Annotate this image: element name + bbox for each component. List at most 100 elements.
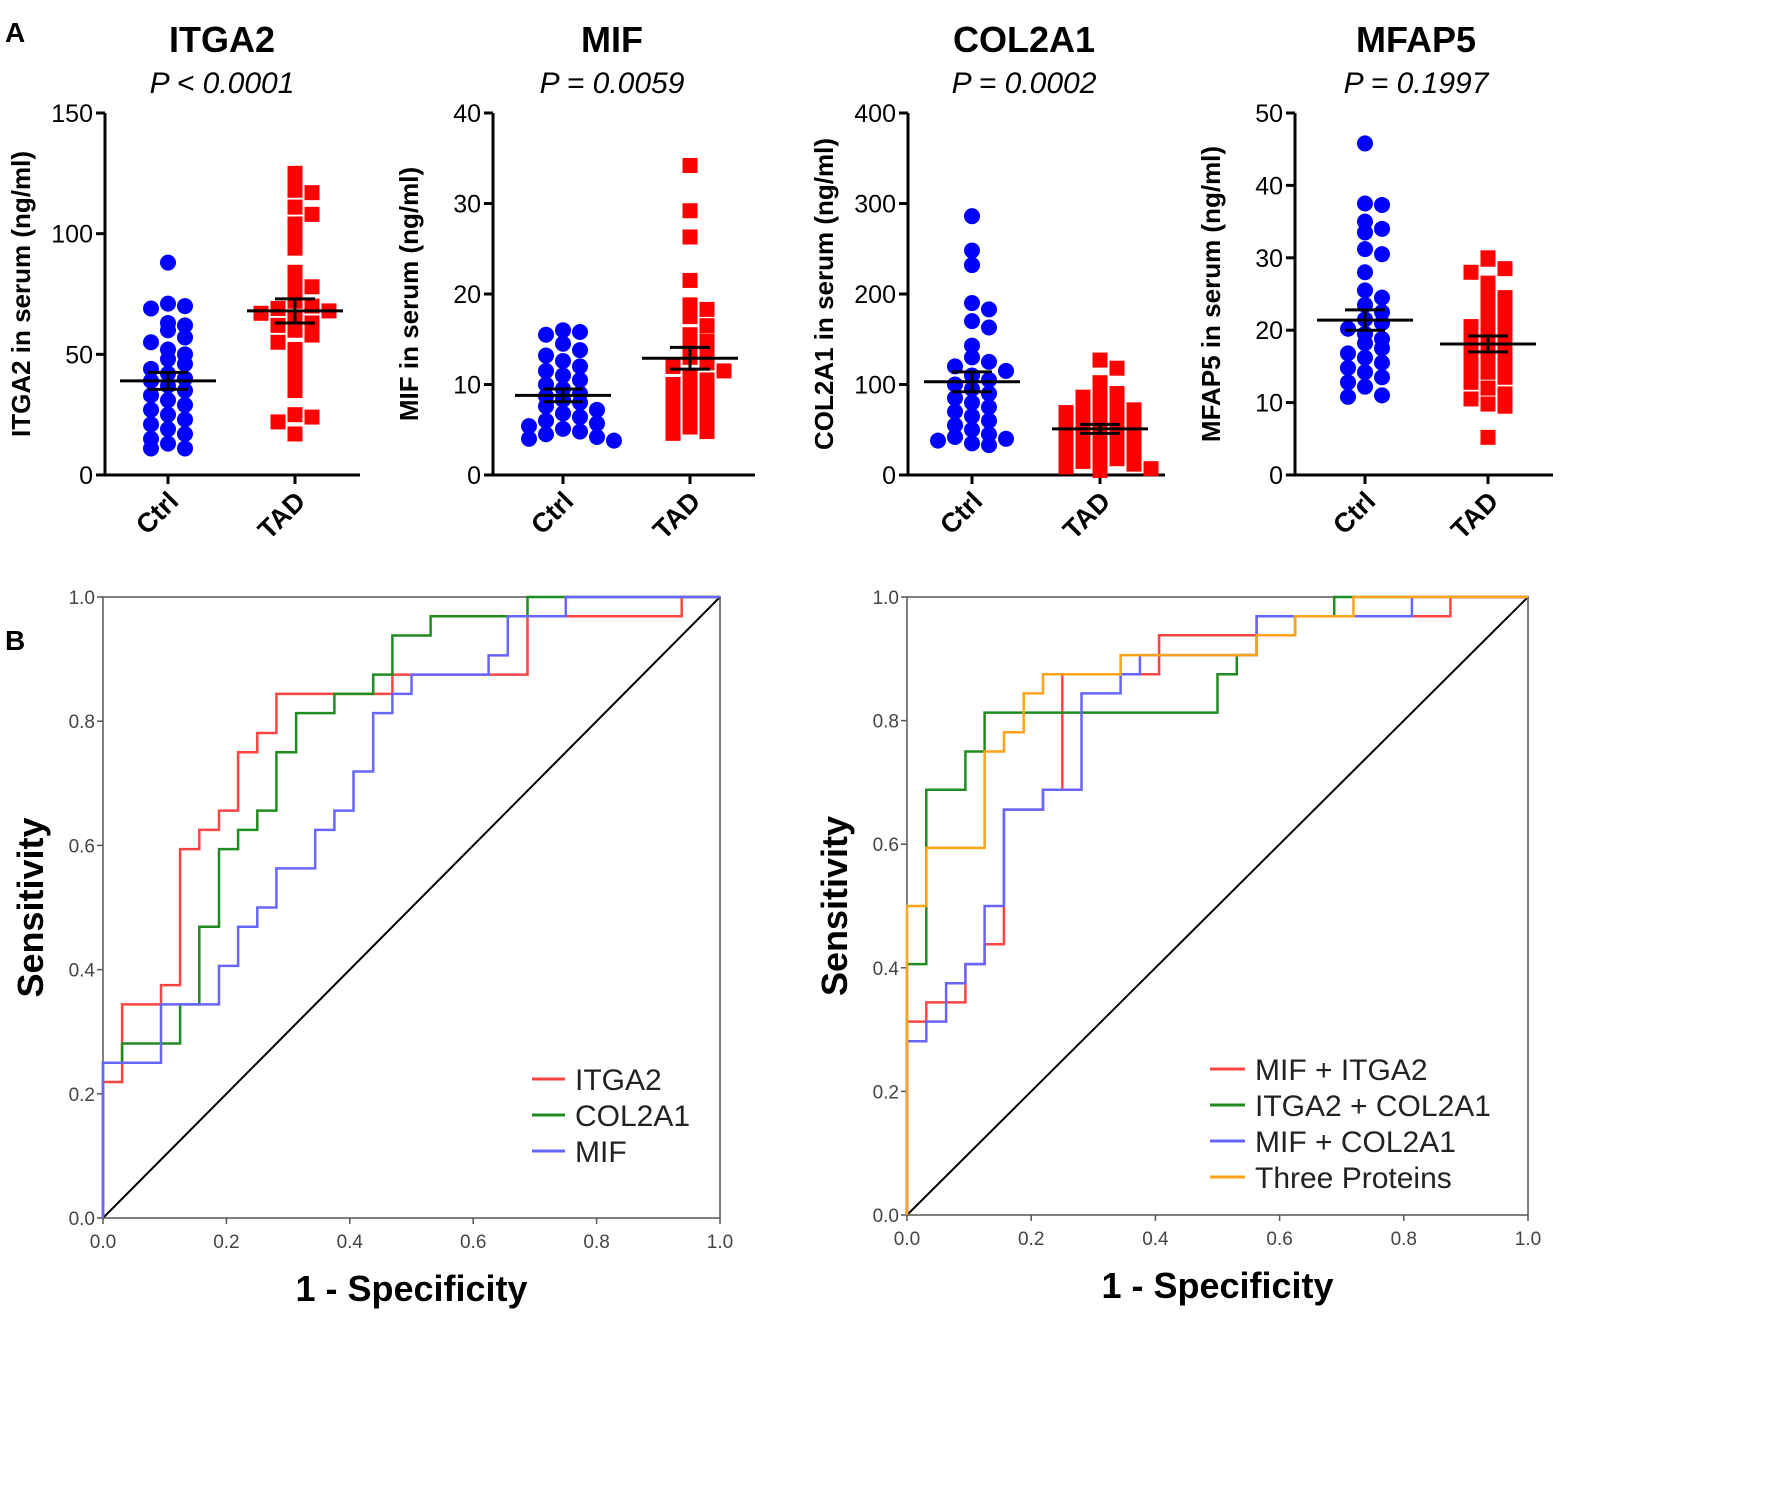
tad-data-point — [1076, 454, 1091, 469]
tad-data-point — [700, 318, 715, 333]
x-tick-label: 1.0 — [1515, 1229, 1541, 1250]
ctrl-data-point — [1357, 379, 1373, 395]
y-tick-label: 0.6 — [69, 836, 95, 857]
ctrl-data-point — [1357, 224, 1373, 240]
tad-data-point — [288, 383, 303, 398]
ctrl-data-point — [160, 351, 176, 367]
tad-data-point — [666, 377, 681, 392]
y-axis-label: COL2A1 in serum (ng/ml) — [809, 138, 839, 450]
tad-data-point — [1110, 424, 1125, 439]
y-tick-label: 30 — [453, 191, 481, 219]
tad-data-point — [1059, 405, 1074, 420]
x-tick-label: 0.8 — [1391, 1229, 1417, 1250]
panel-label-b: B — [5, 625, 25, 656]
ctrl-data-point — [143, 300, 159, 316]
tad-data-point — [683, 382, 698, 397]
tad-data-point — [1093, 353, 1108, 368]
y-tick-label: 10 — [1255, 390, 1283, 418]
y-axis-label: Sensitivity — [814, 816, 855, 996]
figure: A B ITGA2P < 0.0001050100150Ctrl TADITGA2… — [0, 0, 1772, 1486]
ctrl-data-point — [964, 435, 980, 451]
ctrl-data-point — [177, 411, 193, 427]
y-tick-label: 0.4 — [873, 959, 900, 980]
ctrl-data-point — [160, 421, 176, 437]
ctrl-data-point — [1357, 135, 1373, 151]
x-tick-label: 0.8 — [583, 1232, 609, 1253]
y-tick-label: 0 — [882, 462, 896, 490]
tad-data-point — [288, 426, 303, 441]
ctrl-data-point — [1374, 387, 1390, 403]
tad-data-point — [288, 241, 303, 256]
y-tick-label: 20 — [453, 281, 481, 309]
tad-data-point — [271, 318, 286, 333]
tad-data-point — [700, 386, 715, 401]
tad-data-point — [1076, 413, 1091, 428]
x-category-label: TAD — [1445, 486, 1504, 545]
p-value: P = 0.1997 — [1344, 67, 1490, 100]
ctrl-data-point — [1374, 197, 1390, 213]
y-tick-label: 30 — [1255, 245, 1283, 273]
ctrl-data-point — [947, 429, 963, 445]
tad-data-point — [1498, 315, 1513, 330]
y-tick-label: 100 — [854, 372, 896, 400]
tad-data-point — [271, 301, 286, 316]
tad-data-point — [288, 407, 303, 422]
ctrl-data-point — [1357, 196, 1373, 212]
ctrl-data-point — [177, 298, 193, 314]
x-tick-label: 1.0 — [707, 1232, 733, 1253]
ctrl-data-point — [143, 440, 159, 456]
ctrl-data-point — [160, 392, 176, 408]
tad-data-point — [683, 203, 698, 218]
y-tick-label: 1.0 — [873, 588, 899, 609]
ctrl-data-point — [1374, 340, 1390, 356]
dotplot-col2a1: COL2A1P = 0.00020100200300400Ctrl TADCOL2… — [809, 19, 1165, 545]
x-category-label: Ctrl — [1327, 486, 1381, 540]
tad-data-point — [683, 309, 698, 324]
ctrl-data-point — [160, 436, 176, 452]
ctrl-data-point — [555, 421, 571, 437]
tad-data-point — [1127, 443, 1142, 458]
tad-data-point — [305, 410, 320, 425]
y-tick-label: 0 — [1269, 462, 1283, 490]
y-axis-label: MIF in serum (ng/ml) — [394, 167, 424, 421]
y-axis-label: Sensitivity — [10, 817, 51, 997]
chart-title: COL2A1 — [953, 19, 1095, 60]
ctrl-data-point — [964, 208, 980, 224]
tad-data-point — [1498, 355, 1513, 370]
tad-data-point — [1093, 435, 1108, 450]
tad-data-point — [1481, 397, 1496, 412]
y-tick-label: 200 — [854, 281, 896, 309]
ctrl-data-point — [1357, 350, 1373, 366]
tad-data-point — [1464, 375, 1479, 390]
tad-data-point — [1127, 402, 1142, 417]
y-tick-label: 20 — [1255, 317, 1283, 345]
y-tick-label: 100 — [51, 221, 93, 249]
ctrl-data-point — [143, 334, 159, 350]
x-category-label: Ctrl — [130, 486, 184, 540]
tad-data-point — [1110, 397, 1125, 412]
y-tick-label: 0 — [467, 462, 481, 490]
tad-data-point — [1076, 440, 1091, 455]
ctrl-data-point — [1357, 241, 1373, 257]
tad-data-point — [1059, 446, 1074, 461]
tad-data-point — [1127, 457, 1142, 472]
tad-data-point — [700, 372, 715, 387]
ctrl-data-point — [177, 356, 193, 372]
panel-label-a: A — [5, 17, 25, 48]
ctrl-data-point — [177, 440, 193, 456]
x-tick-label: 0.2 — [1018, 1229, 1044, 1250]
ctrl-data-point — [1357, 335, 1373, 351]
legend-label: COL2A1 — [575, 1100, 690, 1133]
y-tick-label: 40 — [1255, 172, 1283, 200]
ctrl-data-point — [1340, 374, 1356, 390]
x-category-label: TAD — [647, 486, 706, 545]
ctrl-data-point — [981, 437, 997, 453]
x-category-label: TAD — [252, 486, 311, 545]
ctrl-data-point — [538, 327, 554, 343]
y-tick-label: 50 — [1255, 100, 1283, 128]
legend-label: MIF + ITGA2 — [1255, 1054, 1428, 1087]
tad-data-point — [1093, 448, 1108, 463]
tad-data-point — [1481, 297, 1496, 312]
tad-data-point — [683, 229, 698, 244]
ctrl-data-point — [177, 426, 193, 442]
